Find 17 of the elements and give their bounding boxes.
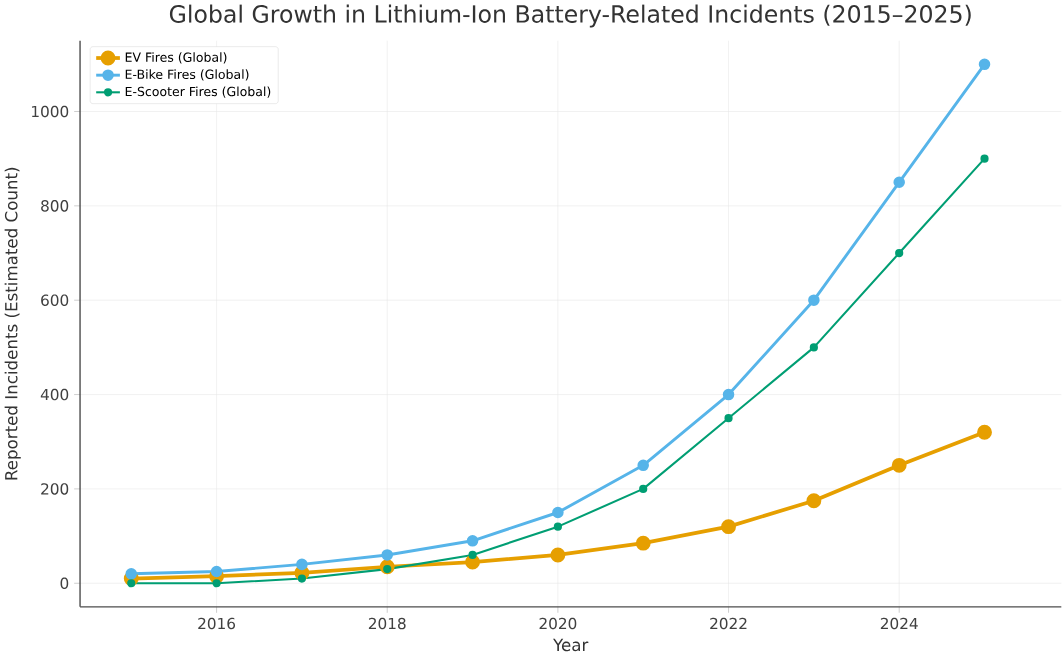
y-tick-label: 600 [41, 294, 69, 307]
y-axis-title: Reported Incidents (Estimated Count) [4, 167, 21, 480]
x-tick-label: 2024 [880, 617, 918, 630]
x-tick-label: 2022 [710, 617, 747, 630]
y-tick-label: 1000 [32, 105, 69, 118]
legend-label: EV Fires (Global) [125, 52, 227, 64]
x-tick-label: 2016 [198, 617, 236, 630]
x-axis-title: Year [553, 638, 589, 652]
legend-label: E-Scooter Fires (Global) [125, 86, 271, 98]
x-tick-label: 2020 [539, 617, 577, 630]
y-tick-label: 400 [40, 388, 69, 401]
x-tick-label: 2018 [368, 617, 406, 630]
y-tick-label: 0 [60, 577, 69, 590]
chart-title: Global Growth in Lithium-Ion Battery-Related Incidents (2015–2025) [169, 4, 971, 28]
legend-label: E-Bike Fires (Global) [125, 69, 249, 81]
y-tick-label: 800 [41, 200, 69, 212]
y-tick-label: 200 [41, 483, 69, 495]
